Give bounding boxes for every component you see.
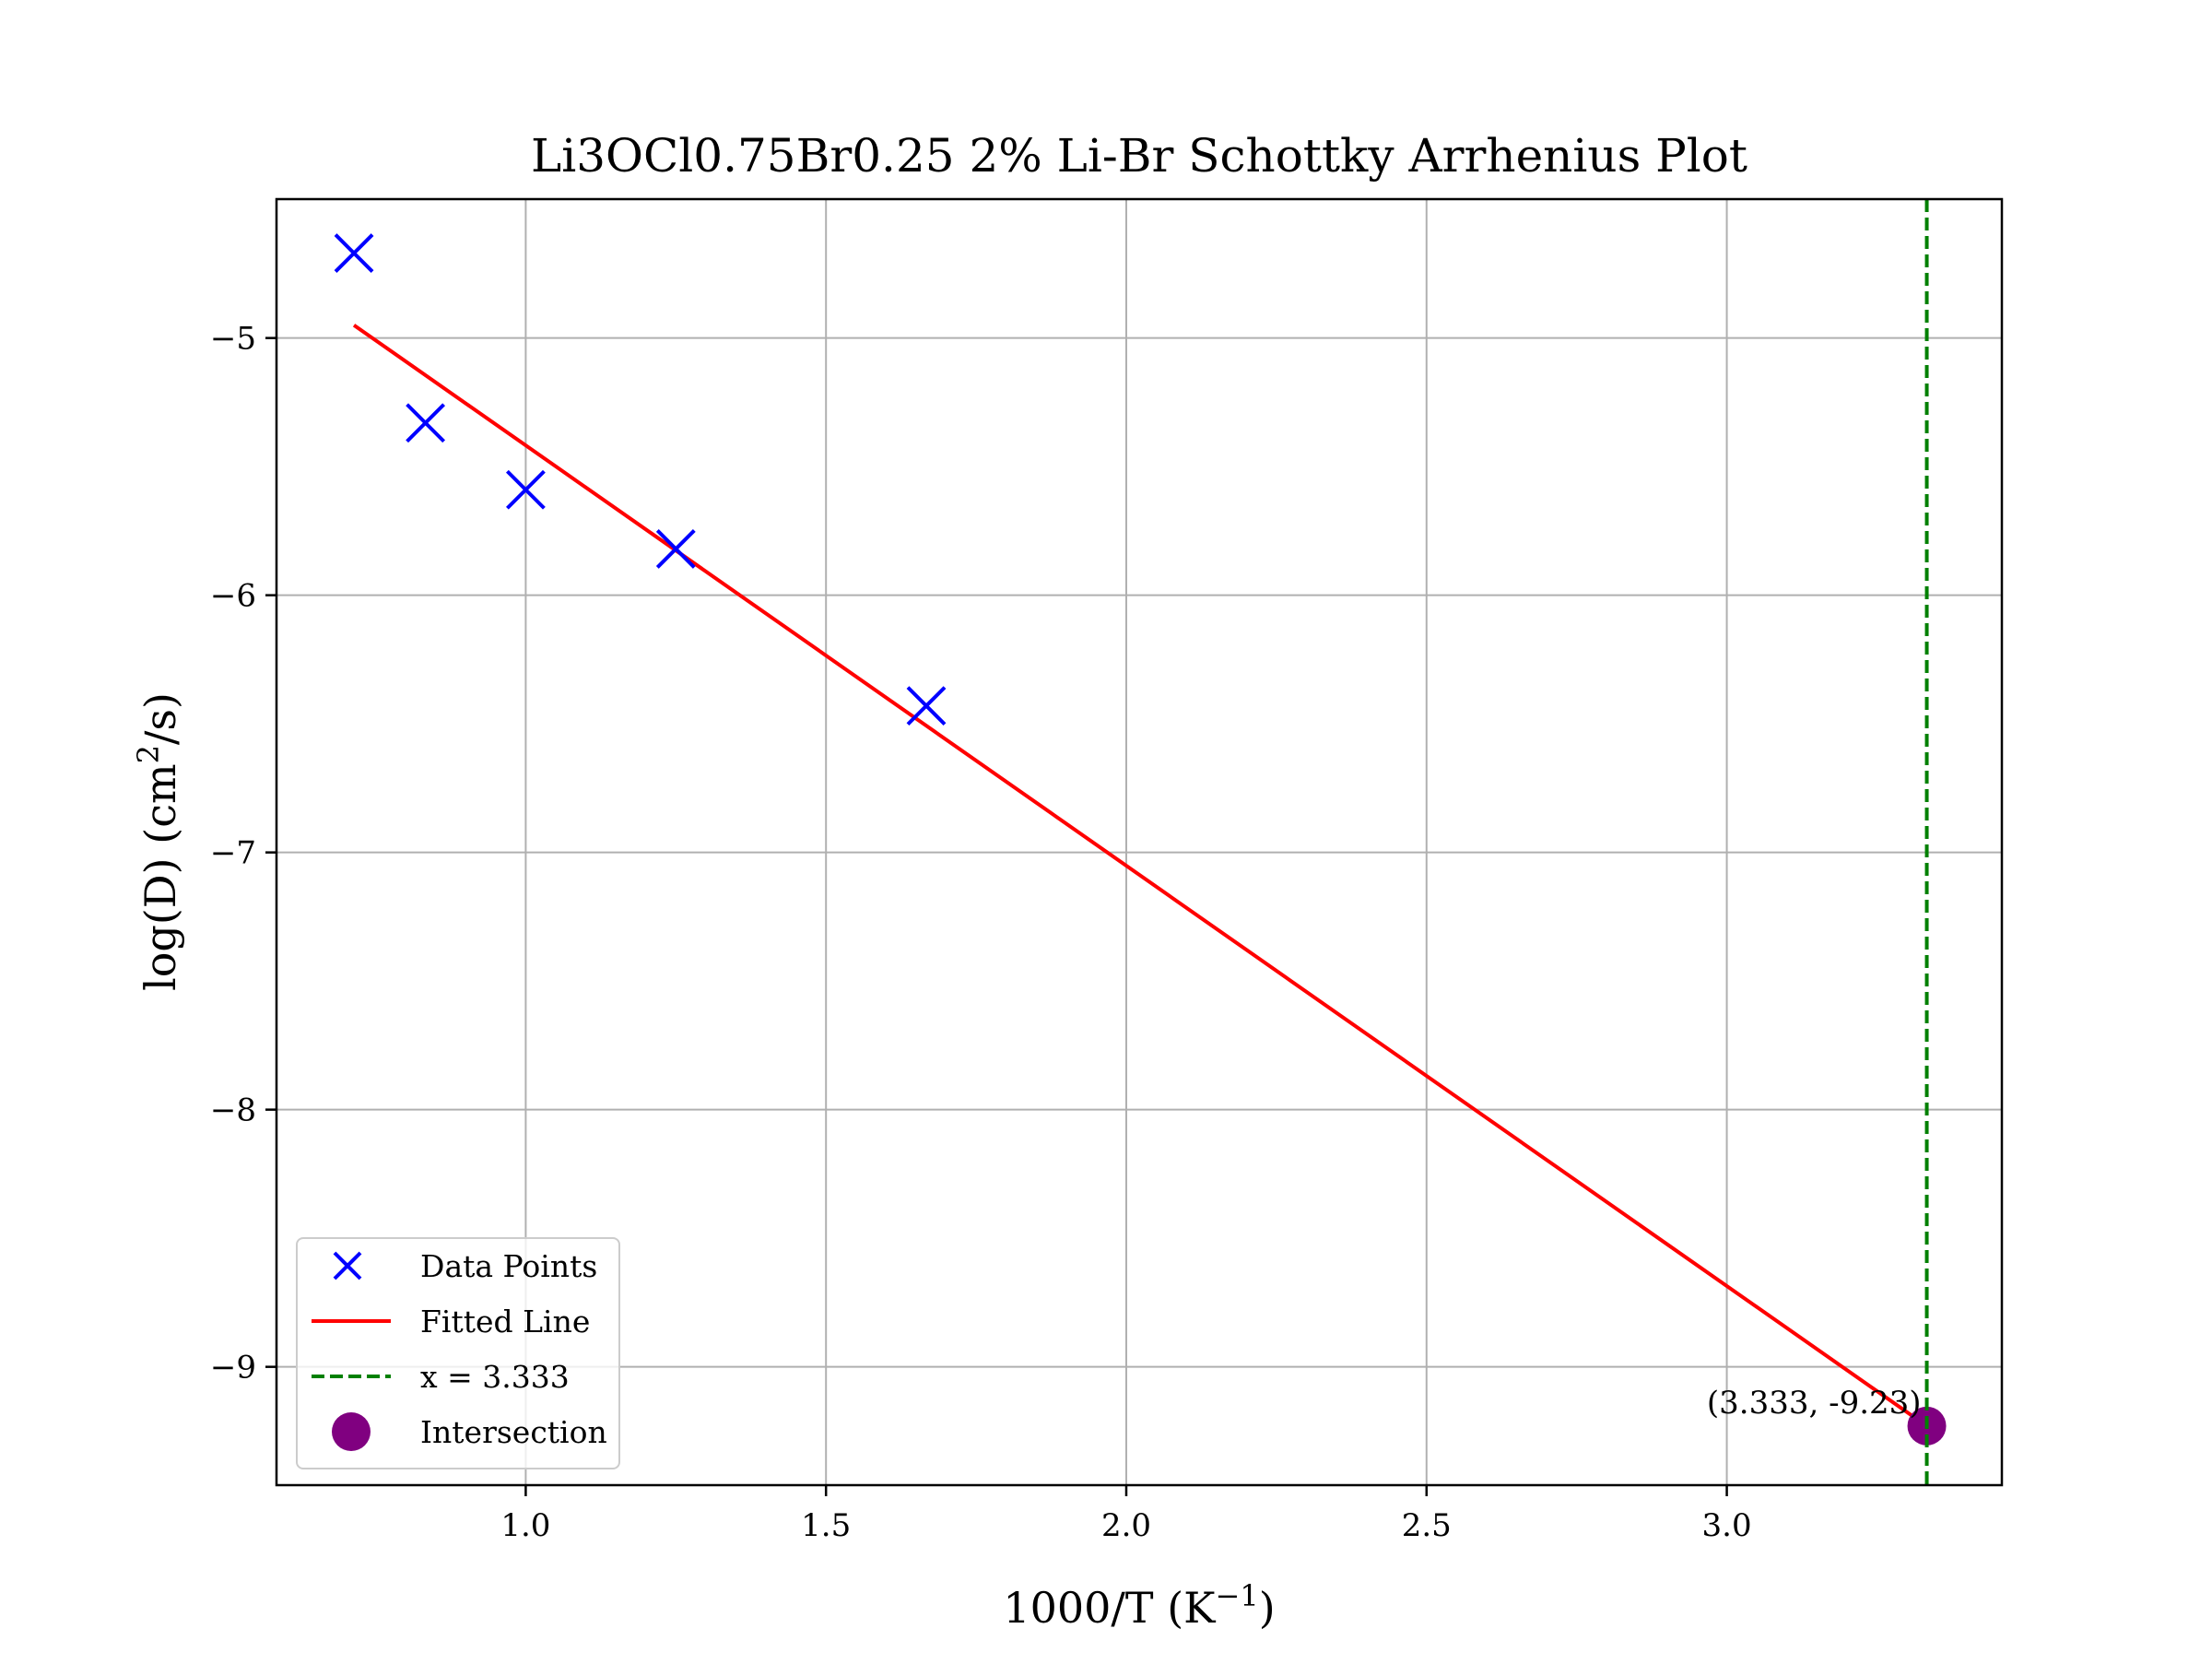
y-axis-label-sup: 2 — [131, 745, 166, 763]
data-point-marker — [655, 529, 696, 569]
legend-label-data-points: Data Points — [420, 1248, 597, 1284]
legend-label-intersection: Intersection — [420, 1414, 607, 1450]
legend: Data Points Fitted Line x = 3.333 Inters… — [296, 1237, 620, 1469]
data-point-marker — [334, 233, 374, 274]
axis-ticks: 1.0 1.5 2.0 2.5 3.0 −5 −6 −7 −8 −9 — [210, 321, 1752, 1544]
x-tick-label: 2.0 — [1101, 1507, 1151, 1544]
data-point-marker — [906, 686, 947, 726]
y-axis-label: log(D) (cm2/s) — [131, 692, 185, 991]
legend-item-data-points: Data Points — [333, 1248, 597, 1284]
y-tick-label: −7 — [210, 835, 256, 872]
legend-item-intersection: Intersection — [332, 1412, 607, 1451]
chart-title: Li3OCl0.75Br0.25 2% Li-Br Schottky Arrhe… — [531, 129, 1747, 183]
y-tick-label: −5 — [210, 321, 256, 358]
x-tick-label: 2.5 — [1402, 1507, 1452, 1544]
legend-x-marker-icon — [333, 1251, 362, 1280]
intersection-annotation: (3.333, -9.23) — [1707, 1385, 1922, 1422]
plot-area: (3.333, -9.23) — [334, 199, 1947, 1485]
legend-item-vline: x = 3.333 — [312, 1359, 570, 1395]
y-tick-label: −6 — [210, 578, 256, 615]
legend-box — [296, 1237, 620, 1469]
legend-label-fitted-line: Fitted Line — [420, 1304, 590, 1339]
y-axis-label-main: log(D) (cm — [135, 763, 185, 991]
grid — [276, 199, 2002, 1485]
plot-frame — [275, 197, 2004, 1487]
x-axis-label-end: ) — [1259, 1583, 1276, 1633]
legend-item-fitted-line: Fitted Line — [312, 1304, 590, 1339]
y-axis-label-end: /s) — [135, 692, 185, 745]
x-axis-label: 1000/T (K−1) — [1003, 1578, 1275, 1633]
legend-label-vline: x = 3.333 — [420, 1359, 570, 1395]
x-tick-label: 1.5 — [801, 1507, 851, 1544]
data-point-marker — [406, 403, 446, 443]
y-tick-label: −8 — [210, 1092, 256, 1129]
x-axis-label-sup: −1 — [1216, 1578, 1259, 1613]
legend-circle-marker-icon — [332, 1412, 371, 1451]
x-axis-label-main: 1000/T (K — [1003, 1583, 1217, 1633]
y-tick-label: −9 — [210, 1350, 256, 1387]
data-point-marker — [505, 469, 546, 510]
x-tick-label: 1.0 — [500, 1507, 550, 1544]
fitted-line — [352, 324, 1928, 1428]
x-tick-label: 3.0 — [1702, 1507, 1752, 1544]
